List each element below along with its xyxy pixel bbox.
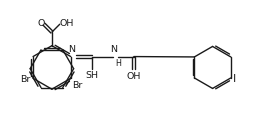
Text: OH: OH xyxy=(59,19,74,28)
Text: N: N xyxy=(68,45,75,54)
Text: SH: SH xyxy=(85,71,98,80)
Text: Br: Br xyxy=(20,75,30,84)
Text: N: N xyxy=(111,45,117,54)
Text: OH: OH xyxy=(127,72,141,81)
Text: Br: Br xyxy=(72,81,82,90)
Text: I: I xyxy=(233,74,237,84)
Text: O: O xyxy=(37,19,45,28)
Text: H: H xyxy=(115,58,121,68)
